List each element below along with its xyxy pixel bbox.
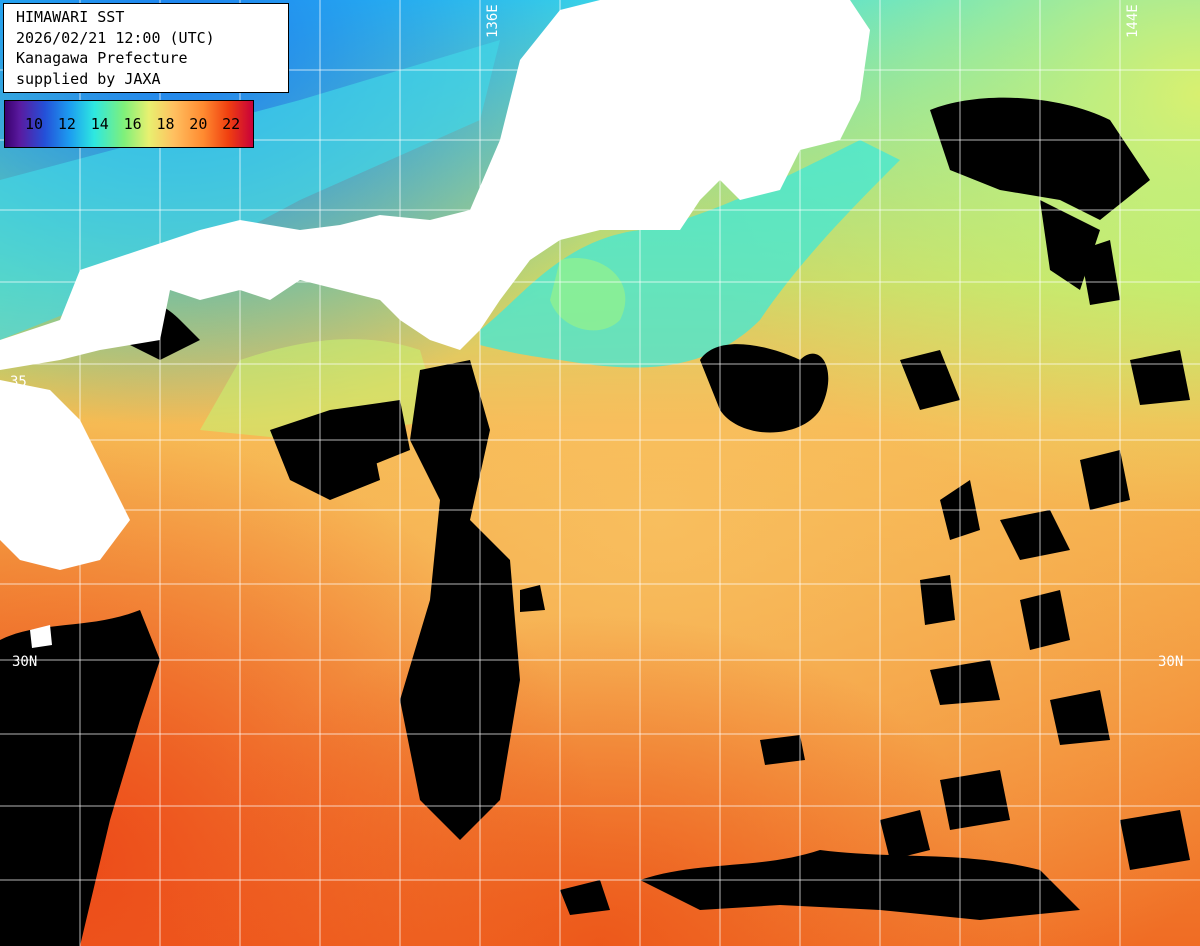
legend-tick: 12	[57, 115, 76, 133]
map-title: HIMAWARI SST	[16, 8, 125, 26]
color-scale-legend: 10 12 14 16 18 20 22	[4, 100, 254, 148]
lat-label-30n-west: 30N	[12, 654, 37, 670]
lat-label-30n-east: 30N	[1158, 654, 1183, 670]
land-mask	[0, 0, 870, 648]
legend-tick: 22	[222, 115, 241, 133]
legend-tick: 16	[123, 115, 142, 133]
lon-label-136e: 136E	[485, 4, 501, 38]
map-region: Kanagawa Prefecture	[16, 49, 188, 67]
lat-label-35: 35	[10, 374, 27, 390]
legend-tick: 14	[90, 115, 109, 133]
info-box: HIMAWARI SST 2026/02/21 12:00 (UTC) Kana…	[3, 3, 289, 93]
legend-tick: 10	[25, 115, 44, 133]
map-datetime: 2026/02/21 12:00 (UTC)	[16, 28, 215, 47]
map-source: supplied by JAXA	[16, 69, 161, 88]
legend-tick: 18	[156, 115, 175, 133]
legend-labels: 10 12 14 16 18 20 22	[25, 115, 255, 133]
legend-tick: 20	[189, 115, 208, 133]
cloud-mask	[0, 97, 1190, 946]
lon-label-144e: 144E	[1125, 4, 1141, 38]
